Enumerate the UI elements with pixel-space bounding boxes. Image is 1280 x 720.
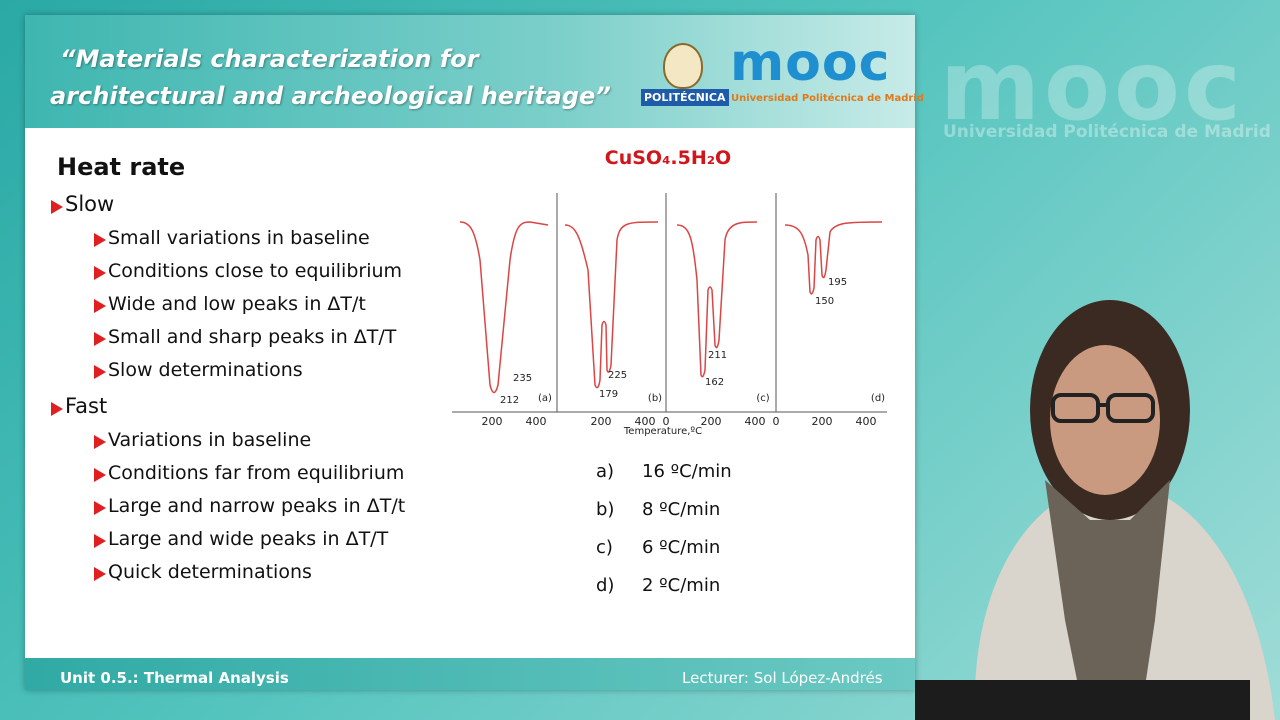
peak-label: 179 <box>599 389 618 400</box>
bullet-arrow <box>51 402 63 416</box>
bullet-subitem: Conditions close to equilibrium <box>108 260 403 282</box>
bullet-item: Fast <box>65 394 108 418</box>
course-title: architectural and archeological heritage… <box>50 82 611 110</box>
x-tick-label: 400 <box>745 415 766 428</box>
dta-curves <box>459 221 883 394</box>
rate-value: 6 ºC/min <box>642 537 721 558</box>
mooc-logo: mooc <box>730 33 891 93</box>
lecturer-video <box>915 300 1275 720</box>
x-tick-label: 400 <box>526 415 547 428</box>
slide: “Materials characterization for architec… <box>25 15 924 690</box>
x-axis-label: Temperature,ºC <box>623 426 702 437</box>
upm-logo: POLITÉCNICA <box>641 89 729 106</box>
bullet-arrow <box>94 501 106 515</box>
rate-letter: b) <box>596 499 615 520</box>
course-title: “Materials characterization for <box>60 45 479 73</box>
bullet-arrow <box>94 468 106 482</box>
x-tick-label: 200 <box>591 415 612 428</box>
figure-title: CuSO₄.5H₂O <box>605 147 731 169</box>
rate-letter: d) <box>596 575 615 596</box>
rate-letter: c) <box>596 537 613 558</box>
bullet-arrow <box>94 266 106 280</box>
bullet-arrow <box>94 435 106 449</box>
bullet-subitem: Quick determinations <box>108 561 312 583</box>
x-tick-label: 400 <box>635 415 656 428</box>
peak-label: 235 <box>513 373 532 384</box>
slide-header: “Materials characterization for architec… <box>25 15 924 128</box>
x-tick-label: 0 <box>663 415 670 428</box>
watermark-sub: Universidad Politécnica de Madrid <box>943 122 1271 142</box>
panel-letter: (d) <box>871 393 885 404</box>
bullet-subitem: Small and sharp peaks in ΔT/T <box>108 326 397 348</box>
x-tick-label: 200 <box>482 415 503 428</box>
peak-label: 211 <box>708 350 727 361</box>
bullet-subitem: Slow determinations <box>108 359 303 381</box>
bullet-arrow <box>51 200 63 214</box>
lecturer-label: Lecturer: Sol López-Andrés <box>682 669 883 687</box>
unit-label: Unit 0.5.: Thermal Analysis <box>60 669 289 687</box>
bullet-arrow <box>94 365 106 379</box>
heading: Heat rate <box>57 153 186 181</box>
x-tick-label: 200 <box>701 415 722 428</box>
x-tick-label: 400 <box>856 415 877 428</box>
slide-footer <box>25 658 915 690</box>
peak-label: 212 <box>500 395 519 406</box>
x-tick-label: 200 <box>812 415 833 428</box>
rate-value: 16 ºC/min <box>642 461 732 482</box>
bullet-subitem: Variations in baseline <box>108 429 312 451</box>
x-tick-label: 0 <box>773 415 780 428</box>
bullet-arrow <box>94 299 106 313</box>
bullet-subitem: Large and wide peaks in ΔT/T <box>108 528 389 550</box>
bullet-subitem: Large and narrow peaks in ΔT/t <box>108 495 406 517</box>
rate-letter: a) <box>596 461 615 482</box>
bullet-subitem: Small variations in baseline <box>108 227 370 249</box>
mooc-sub: Universidad Politécnica de Madrid <box>731 93 924 104</box>
panel-separators <box>452 193 887 413</box>
face <box>1050 345 1160 495</box>
bullet-arrow <box>94 332 106 346</box>
bullet-arrow <box>94 233 106 247</box>
bullet-subitem: Conditions far from equilibrium <box>108 462 405 484</box>
panel-letter: (b) <box>648 393 662 404</box>
glasses <box>1051 393 1155 423</box>
dta-figure: CuSO₄.5H₂O Temperature,ºC (a) 235 212 200 40… <box>452 147 887 437</box>
watermark-word: mooc <box>940 30 1245 142</box>
peak-label: 162 <box>705 377 724 388</box>
upm-crest <box>663 43 703 89</box>
bullet-item: Slow <box>65 192 115 216</box>
panel-letter: (c) <box>756 393 769 404</box>
bullet-subitem: Wide and low peaks in ΔT/t <box>108 293 366 315</box>
peak-label: 150 <box>815 296 834 307</box>
scarf <box>1045 480 1170 720</box>
peak-label: 195 <box>828 277 847 288</box>
laptop <box>915 680 1250 720</box>
peak-label: 225 <box>608 370 627 381</box>
bullet-arrow <box>94 567 106 581</box>
bullet-arrow <box>94 534 106 548</box>
panel-letter: (a) <box>538 393 552 404</box>
rate-value: 2 ºC/min <box>642 575 721 596</box>
rate-value: 8 ºC/min <box>642 499 721 520</box>
